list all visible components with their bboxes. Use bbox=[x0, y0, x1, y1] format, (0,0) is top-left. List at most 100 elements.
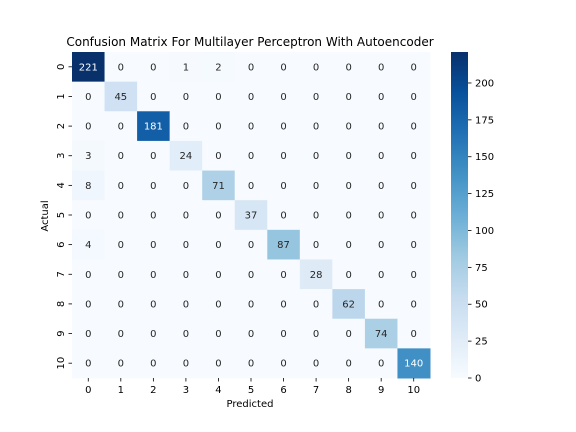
cell-value-label: 0 bbox=[248, 329, 254, 340]
cell-value-label: 0 bbox=[118, 211, 124, 222]
cell-value-label: 0 bbox=[150, 240, 156, 251]
y-tick-label: 1 bbox=[56, 93, 67, 99]
cell-value-label: 0 bbox=[150, 211, 156, 222]
cell-value-label: 0 bbox=[345, 329, 351, 340]
cell-value-label: 0 bbox=[411, 62, 417, 73]
cell-value-label: 0 bbox=[378, 181, 384, 192]
cell-value-label: 0 bbox=[411, 211, 417, 222]
cell-value-label: 0 bbox=[183, 122, 189, 133]
colorbar: 0255075100125150175200 bbox=[451, 52, 494, 385]
cell-value-label: 0 bbox=[118, 122, 124, 133]
cell-value-label: 0 bbox=[345, 270, 351, 281]
cell-value-label: 0 bbox=[411, 240, 417, 251]
cell-value-label: 0 bbox=[378, 270, 384, 281]
cell-value-label: 0 bbox=[85, 122, 91, 133]
cell-value-label: 0 bbox=[313, 299, 319, 310]
cell-value-label: 0 bbox=[378, 151, 384, 162]
cell-value-label: 0 bbox=[280, 181, 286, 192]
cell-value-label: 0 bbox=[345, 122, 351, 133]
y-tick-label: 2 bbox=[56, 123, 67, 129]
cell-value-label: 0 bbox=[150, 299, 156, 310]
cell-value-label: 0 bbox=[345, 211, 351, 222]
x-axis-ticks: 0 1 2 3 4 5 6 7 8 9 10 bbox=[85, 378, 420, 396]
cell-value-label: 87 bbox=[277, 240, 290, 251]
cell-value-label: 0 bbox=[248, 151, 254, 162]
y-tick-label: 3 bbox=[56, 153, 67, 159]
cell-value-label: 0 bbox=[150, 270, 156, 281]
y-tick-label: 5 bbox=[56, 212, 67, 218]
cell-value-label: 0 bbox=[411, 299, 417, 310]
cell-value-label: 0 bbox=[150, 181, 156, 192]
cell-value-label: 0 bbox=[183, 359, 189, 370]
cell-value-label: 0 bbox=[183, 92, 189, 103]
colorbar-tick-label: 25 bbox=[475, 337, 488, 348]
cell-value-label: 2 bbox=[215, 62, 221, 73]
y-tick-label: 7 bbox=[56, 271, 67, 277]
cell-value-label: 0 bbox=[378, 359, 384, 370]
cell-value-label: 0 bbox=[215, 329, 221, 340]
x-tick-label: 0 bbox=[85, 385, 91, 396]
cell-value-label: 0 bbox=[215, 92, 221, 103]
cell-value-label: 0 bbox=[411, 122, 417, 133]
cell-value-label: 0 bbox=[248, 181, 254, 192]
cell-value-label: 0 bbox=[248, 92, 254, 103]
cell-value-label: 0 bbox=[378, 211, 384, 222]
x-tick-label: 8 bbox=[345, 385, 351, 396]
x-tick-label: 9 bbox=[378, 385, 384, 396]
cell-value-label: 0 bbox=[85, 270, 91, 281]
cell-value-label: 0 bbox=[345, 181, 351, 192]
cell-value-label: 0 bbox=[150, 151, 156, 162]
cell-value-label: 0 bbox=[345, 240, 351, 251]
y-tick-label: 0 bbox=[56, 64, 67, 70]
cell-value-label: 140 bbox=[404, 359, 423, 370]
cell-value-label: 0 bbox=[150, 92, 156, 103]
cell-value-label: 0 bbox=[378, 240, 384, 251]
cell-value-label: 74 bbox=[375, 329, 388, 340]
cell-value-label: 0 bbox=[248, 62, 254, 73]
x-tick-label: 2 bbox=[150, 385, 156, 396]
cell-value-label: 0 bbox=[313, 359, 319, 370]
cell-value-label: 1 bbox=[183, 62, 189, 73]
cell-value-label: 0 bbox=[280, 151, 286, 162]
cell-value-label: 0 bbox=[118, 299, 124, 310]
cell-value-label: 0 bbox=[378, 122, 384, 133]
x-tick-label: 1 bbox=[118, 385, 124, 396]
cell-value-label: 0 bbox=[378, 299, 384, 310]
cell-value-label: 221 bbox=[79, 62, 98, 73]
cell-value-label: 3 bbox=[85, 151, 91, 162]
cell-value-label: 4 bbox=[85, 240, 91, 251]
cell-value-label: 0 bbox=[215, 299, 221, 310]
cell-value-label: 0 bbox=[411, 329, 417, 340]
cell-value-label: 0 bbox=[411, 92, 417, 103]
colorbar-tick-label: 100 bbox=[475, 226, 494, 237]
cell-value-label: 0 bbox=[215, 359, 221, 370]
cell-value-label: 0 bbox=[118, 329, 124, 340]
cell-value-label: 0 bbox=[85, 92, 91, 103]
cell-value-label: 0 bbox=[118, 240, 124, 251]
cell-value-label: 0 bbox=[118, 181, 124, 192]
cell-value-label: 0 bbox=[215, 151, 221, 162]
cell-value-label: 0 bbox=[118, 151, 124, 162]
cell-value-label: 0 bbox=[183, 211, 189, 222]
colorbar-gradient bbox=[451, 52, 468, 378]
cell-value-label: 0 bbox=[183, 181, 189, 192]
cell-value-label: 0 bbox=[85, 211, 91, 222]
cell-value-label: 0 bbox=[215, 270, 221, 281]
cell-value-label: 0 bbox=[85, 359, 91, 370]
colorbar-tick-label: 50 bbox=[475, 300, 488, 311]
cell-value-label: 0 bbox=[280, 270, 286, 281]
cell-value-label: 0 bbox=[313, 151, 319, 162]
cell-value-label: 0 bbox=[85, 299, 91, 310]
y-tick-label: 8 bbox=[56, 301, 67, 307]
cell-value-label: 0 bbox=[150, 359, 156, 370]
cell-value-label: 0 bbox=[118, 270, 124, 281]
cell-value-label: 0 bbox=[183, 270, 189, 281]
chart-title: Confusion Matrix For Multilayer Perceptr… bbox=[66, 35, 433, 49]
y-axis-label: Actual bbox=[40, 200, 51, 231]
colorbar-tick-label: 175 bbox=[475, 115, 494, 126]
cell-value-label: 181 bbox=[144, 122, 163, 133]
y-tick-label: 6 bbox=[56, 241, 67, 247]
cell-value-label: 0 bbox=[248, 270, 254, 281]
cell-value-label: 0 bbox=[345, 92, 351, 103]
y-tick-label: 9 bbox=[56, 330, 67, 336]
